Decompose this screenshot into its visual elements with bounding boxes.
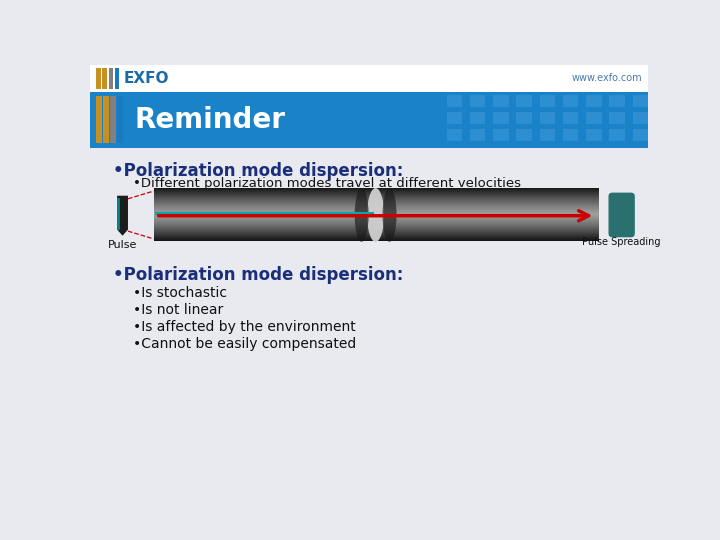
Bar <box>586 95 601 107</box>
Bar <box>109 68 113 89</box>
FancyBboxPatch shape <box>608 193 635 237</box>
Bar <box>632 112 648 124</box>
Bar <box>539 129 555 141</box>
Bar <box>586 112 601 124</box>
Polygon shape <box>117 195 128 236</box>
Bar <box>609 112 625 124</box>
Bar <box>96 68 101 89</box>
Bar <box>446 95 462 107</box>
Bar <box>609 129 625 141</box>
Bar <box>493 95 508 107</box>
Bar <box>90 92 648 148</box>
Ellipse shape <box>382 188 397 242</box>
Bar <box>516 129 532 141</box>
Bar <box>493 112 508 124</box>
Ellipse shape <box>367 188 384 242</box>
Bar <box>96 96 102 143</box>
Bar <box>516 112 532 124</box>
Bar <box>493 129 508 141</box>
Text: •Is stochastic: •Is stochastic <box>132 286 227 300</box>
Bar <box>114 68 120 89</box>
Text: •Cannot be easily compensated: •Cannot be easily compensated <box>132 336 356 350</box>
Bar <box>110 96 116 143</box>
Text: •Polarization mode dispersion:: •Polarization mode dispersion: <box>113 162 404 180</box>
Bar <box>469 95 485 107</box>
Text: •Polarization mode dispersion:: •Polarization mode dispersion: <box>113 266 404 284</box>
Bar <box>563 129 578 141</box>
Bar <box>446 129 462 141</box>
Text: www.exfo.com: www.exfo.com <box>571 73 642 83</box>
Bar <box>446 112 462 124</box>
Bar <box>563 95 578 107</box>
Bar <box>90 65 648 92</box>
Bar <box>102 68 107 89</box>
Text: •Is affected by the environment: •Is affected by the environment <box>132 320 356 334</box>
Bar <box>586 129 601 141</box>
Bar <box>632 129 648 141</box>
Text: •Is not linear: •Is not linear <box>132 303 223 317</box>
Bar <box>516 95 532 107</box>
Bar <box>539 112 555 124</box>
Bar <box>609 95 625 107</box>
Text: Pulse Spreading: Pulse Spreading <box>582 237 661 247</box>
Bar <box>117 96 122 143</box>
Text: •Different polarization modes travel at different velocities: •Different polarization modes travel at … <box>132 177 521 190</box>
Bar <box>563 112 578 124</box>
Bar <box>632 95 648 107</box>
Bar <box>539 95 555 107</box>
Ellipse shape <box>355 188 369 242</box>
Bar <box>103 96 109 143</box>
Bar <box>469 112 485 124</box>
Text: EXFO: EXFO <box>124 71 170 86</box>
Text: Reminder: Reminder <box>135 106 286 134</box>
Text: Pulse: Pulse <box>108 240 138 249</box>
Bar <box>469 129 485 141</box>
